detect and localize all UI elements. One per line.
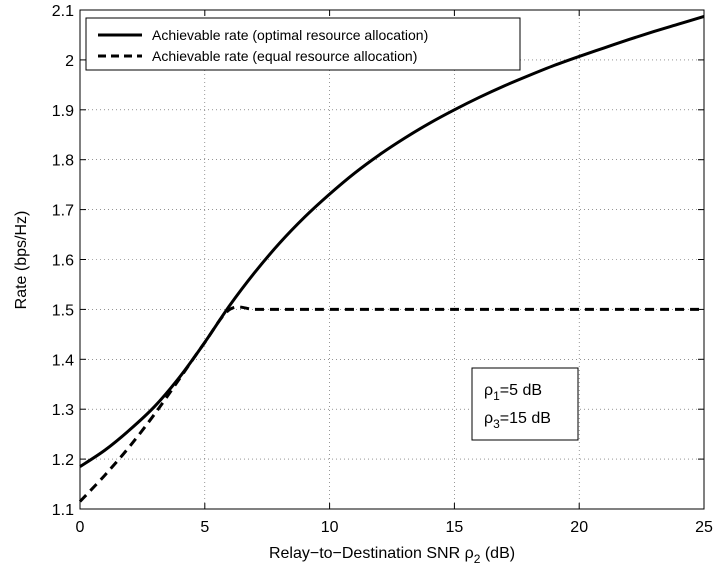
legend-label-equal: Achievable rate (equal resource allocati…	[152, 48, 417, 64]
y-tick-label: 1.3	[52, 402, 74, 419]
series-layer	[78, 15, 705, 503]
x-tick-label: 20	[570, 519, 588, 536]
x-tick-label: 25	[695, 519, 713, 536]
y-tick-label: 1.9	[52, 103, 74, 120]
x-tick-label: 15	[446, 519, 464, 536]
y-tick-label: 2.1	[52, 3, 74, 20]
annotation-line-rho3: ρ3=15 dB	[484, 410, 551, 431]
legend-label-optimal: Achievable rate (optimal resource alloca…	[152, 27, 428, 43]
plot-frame	[79, 9, 705, 510]
x-tick-label: 5	[200, 519, 209, 536]
series-line-equal	[78, 305, 704, 503]
x-axis-label: Relay−to−Destination SNR ρ2 (dB)	[269, 545, 515, 566]
tick-layer: 0 5 10 15 20 25 1.1 1.2 1.3 1.4 1.5 1.6 1.7 1.8 1.9 2 2.…	[52, 3, 713, 536]
y-tick-label: 1.6	[52, 253, 74, 270]
x-tick-label: 0	[76, 519, 85, 536]
grid-layer	[80, 10, 704, 509]
parameter-annotation: ρ1=5 dB ρ3=15 dB	[471, 367, 579, 441]
x-tick-label: 10	[321, 519, 339, 536]
annotation-line-rho1: ρ1=5 dB	[484, 382, 542, 403]
y-tick-label: 1.8	[52, 153, 74, 170]
y-axis-label: Rate (bps/Hz)	[13, 211, 30, 310]
y-tick-label: 1.4	[52, 352, 74, 369]
legend: Achievable rate (optimal resource alloca…	[85, 17, 521, 71]
y-tick-label: 1.1	[52, 502, 74, 519]
y-tick-label: 1.7	[52, 203, 74, 220]
annotation-box	[471, 367, 579, 441]
legend-box	[85, 17, 521, 71]
y-tick-label: 1.2	[52, 452, 74, 469]
y-tick-label: 2	[65, 53, 74, 70]
y-tick-label: 1.5	[52, 302, 74, 319]
series-line-optimal	[79, 15, 705, 468]
